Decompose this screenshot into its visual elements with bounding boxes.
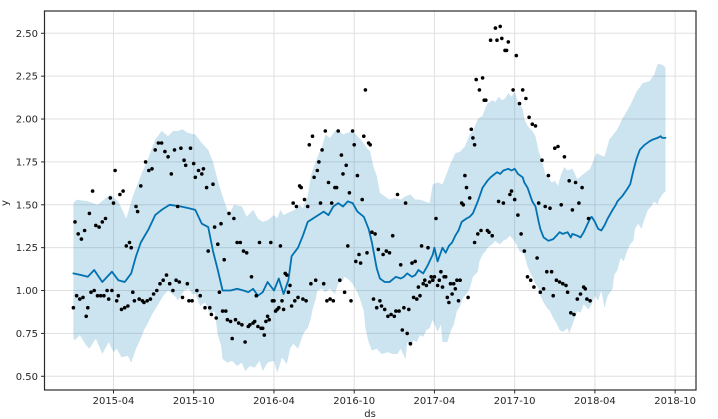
y-axis-label: y — [0, 200, 11, 206]
x-tick-label: 2018-04 — [574, 396, 616, 407]
x-axis: 2015-04 2015-10 2016-04 2016-10 2017-04 2017-… — [93, 390, 696, 407]
x-tick-label: 2017-04 — [414, 396, 456, 407]
y-tick-label: 1.25 — [16, 243, 38, 254]
x-axis-label: ds — [364, 409, 376, 419]
x-tick-label: 2015-04 — [93, 396, 135, 407]
grid-lines — [44, 11, 696, 390]
observed-points — [71, 24, 592, 346]
axes-spines — [43, 10, 697, 391]
y-tick-label: 1.00 — [16, 286, 38, 297]
x-tick-label: 2016-04 — [253, 396, 295, 407]
uncertainty-band — [73, 64, 666, 373]
forecast-line — [72, 135, 667, 297]
x-tick-label: 2016-10 — [333, 396, 375, 407]
y-tick-label: 0.75 — [16, 329, 38, 340]
y-axis: 0.50 0.75 1.00 1.25 1.50 1.75 2.00 2.25 2.50 — [16, 29, 45, 383]
y-tick-label: 2.25 — [16, 72, 38, 83]
chart-plot-area: 2015-04 2015-10 2016-04 2016-10 2017-04 2017-… — [16, 10, 697, 407]
y-tick-label: 1.75 — [16, 157, 38, 168]
y-tick-label: 2.00 — [16, 115, 38, 126]
y-tick-label: 1.50 — [16, 200, 38, 211]
x-tick-label: 2017-10 — [494, 396, 536, 407]
y-tick-label: 0.50 — [16, 372, 38, 383]
x-tick-label: 2015-10 — [173, 396, 215, 407]
y-tick-label: 2.50 — [16, 29, 38, 40]
x-tick-label: 2018-10 — [654, 396, 696, 407]
